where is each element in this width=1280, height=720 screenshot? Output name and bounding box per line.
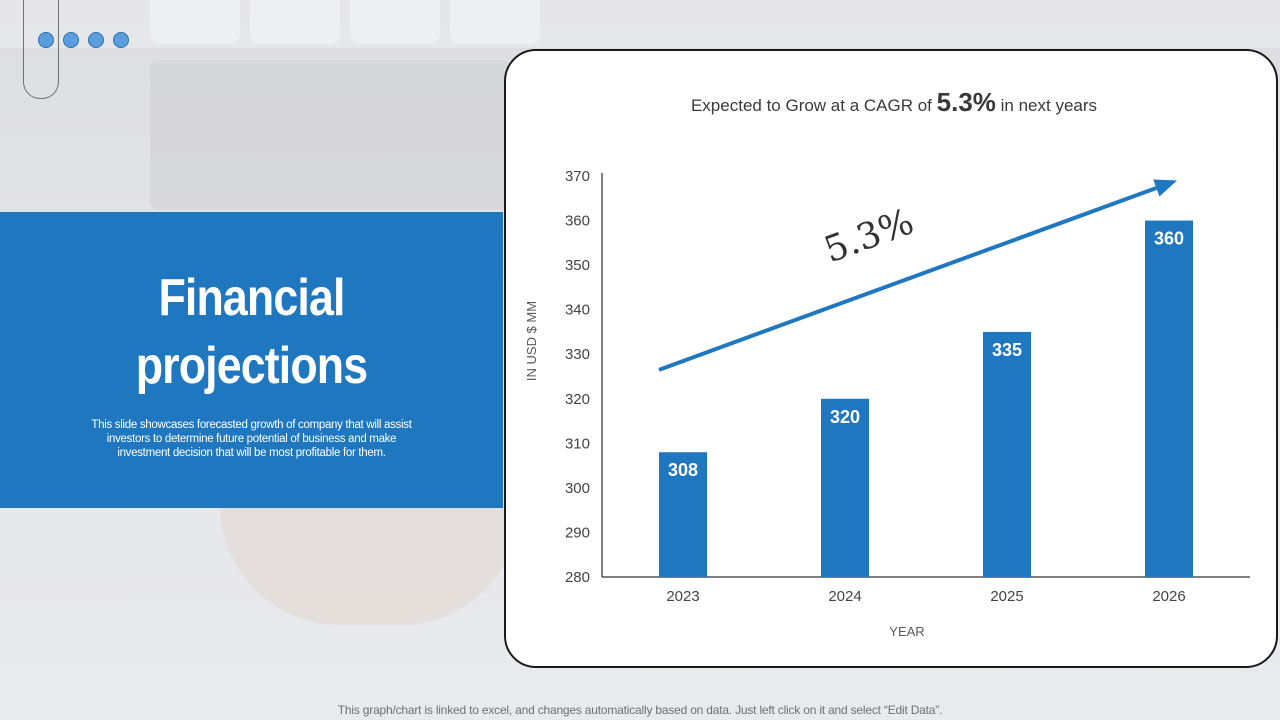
background-key (350, 0, 440, 44)
decorative-dots (38, 32, 129, 48)
slide-description: This slide showcases forecasted growth o… (91, 419, 412, 459)
x-axis-label: YEAR (889, 624, 924, 639)
y-axis-label: IN USD $ MM (524, 301, 539, 381)
title-panel: Financial projections This slide showcas… (0, 212, 503, 508)
growth-arrow: 5.3% (658, 179, 1177, 372)
x-tick-label: 2026 (1152, 588, 1185, 605)
x-tick-label: 2024 (828, 588, 861, 605)
footer-note: This graph/chart is linked to excel, and… (337, 703, 943, 717)
bar-chart[interactable]: Expected to Grow at a CAGR of 5.3% in ne… (506, 51, 1280, 670)
y-tick-label: 370 (565, 168, 590, 185)
x-tick-label: 2025 (990, 588, 1023, 605)
y-tick-label: 350 (565, 257, 590, 274)
decorative-tab (23, 0, 59, 99)
arrow-head (1153, 179, 1177, 197)
chart-title-suffix: in next years (996, 96, 1097, 115)
background-keyboard (150, 60, 510, 210)
bar[interactable] (983, 331, 1031, 577)
y-tick-label: 290 (565, 524, 590, 541)
slide-title-line2: projections (135, 337, 368, 395)
background-cup (220, 505, 520, 625)
chart-title-highlight: 5.3% (937, 87, 996, 117)
slide-title-line1: Financial (158, 269, 345, 327)
dot-icon (63, 32, 79, 48)
bar-data-label: 335 (992, 340, 1022, 360)
bar[interactable] (821, 398, 869, 577)
chart-title-prefix: Expected to Grow at a CAGR of (691, 96, 937, 115)
chart-axes: 280 290 300 310 320 330 340 350 360 370 2023 2024 20… (565, 168, 1250, 605)
x-tick-label: 2023 (666, 588, 699, 605)
bar-data-label: 308 (668, 460, 698, 480)
dot-icon (88, 32, 104, 48)
background-key (150, 0, 240, 44)
arrow-shaft (658, 186, 1158, 372)
chart-bars: 308 320 335 360 (659, 220, 1193, 578)
y-tick-label: 330 (565, 346, 590, 363)
dot-icon (38, 32, 54, 48)
background-band (0, 0, 1280, 48)
bar[interactable] (659, 452, 707, 577)
y-tick-label: 280 (565, 569, 590, 586)
bar-data-label: 320 (830, 407, 860, 427)
y-tick-label: 310 (565, 435, 590, 452)
arrow-annotation: 5.3% (819, 201, 919, 271)
dot-icon (113, 32, 129, 48)
chart-title: Expected to Grow at a CAGR of 5.3% in ne… (691, 87, 1097, 117)
y-tick-label: 300 (565, 480, 590, 497)
y-tick-label: 340 (565, 302, 590, 319)
chart-card[interactable]: Expected to Grow at a CAGR of 5.3% in ne… (504, 49, 1278, 668)
bar[interactable] (1145, 220, 1193, 578)
y-tick-label: 360 (565, 213, 590, 230)
background-key (450, 0, 540, 44)
bar-data-label: 360 (1154, 229, 1184, 249)
y-tick-label: 320 (565, 391, 590, 408)
slide-title: Financial projections (35, 264, 468, 400)
background-key (250, 0, 340, 44)
